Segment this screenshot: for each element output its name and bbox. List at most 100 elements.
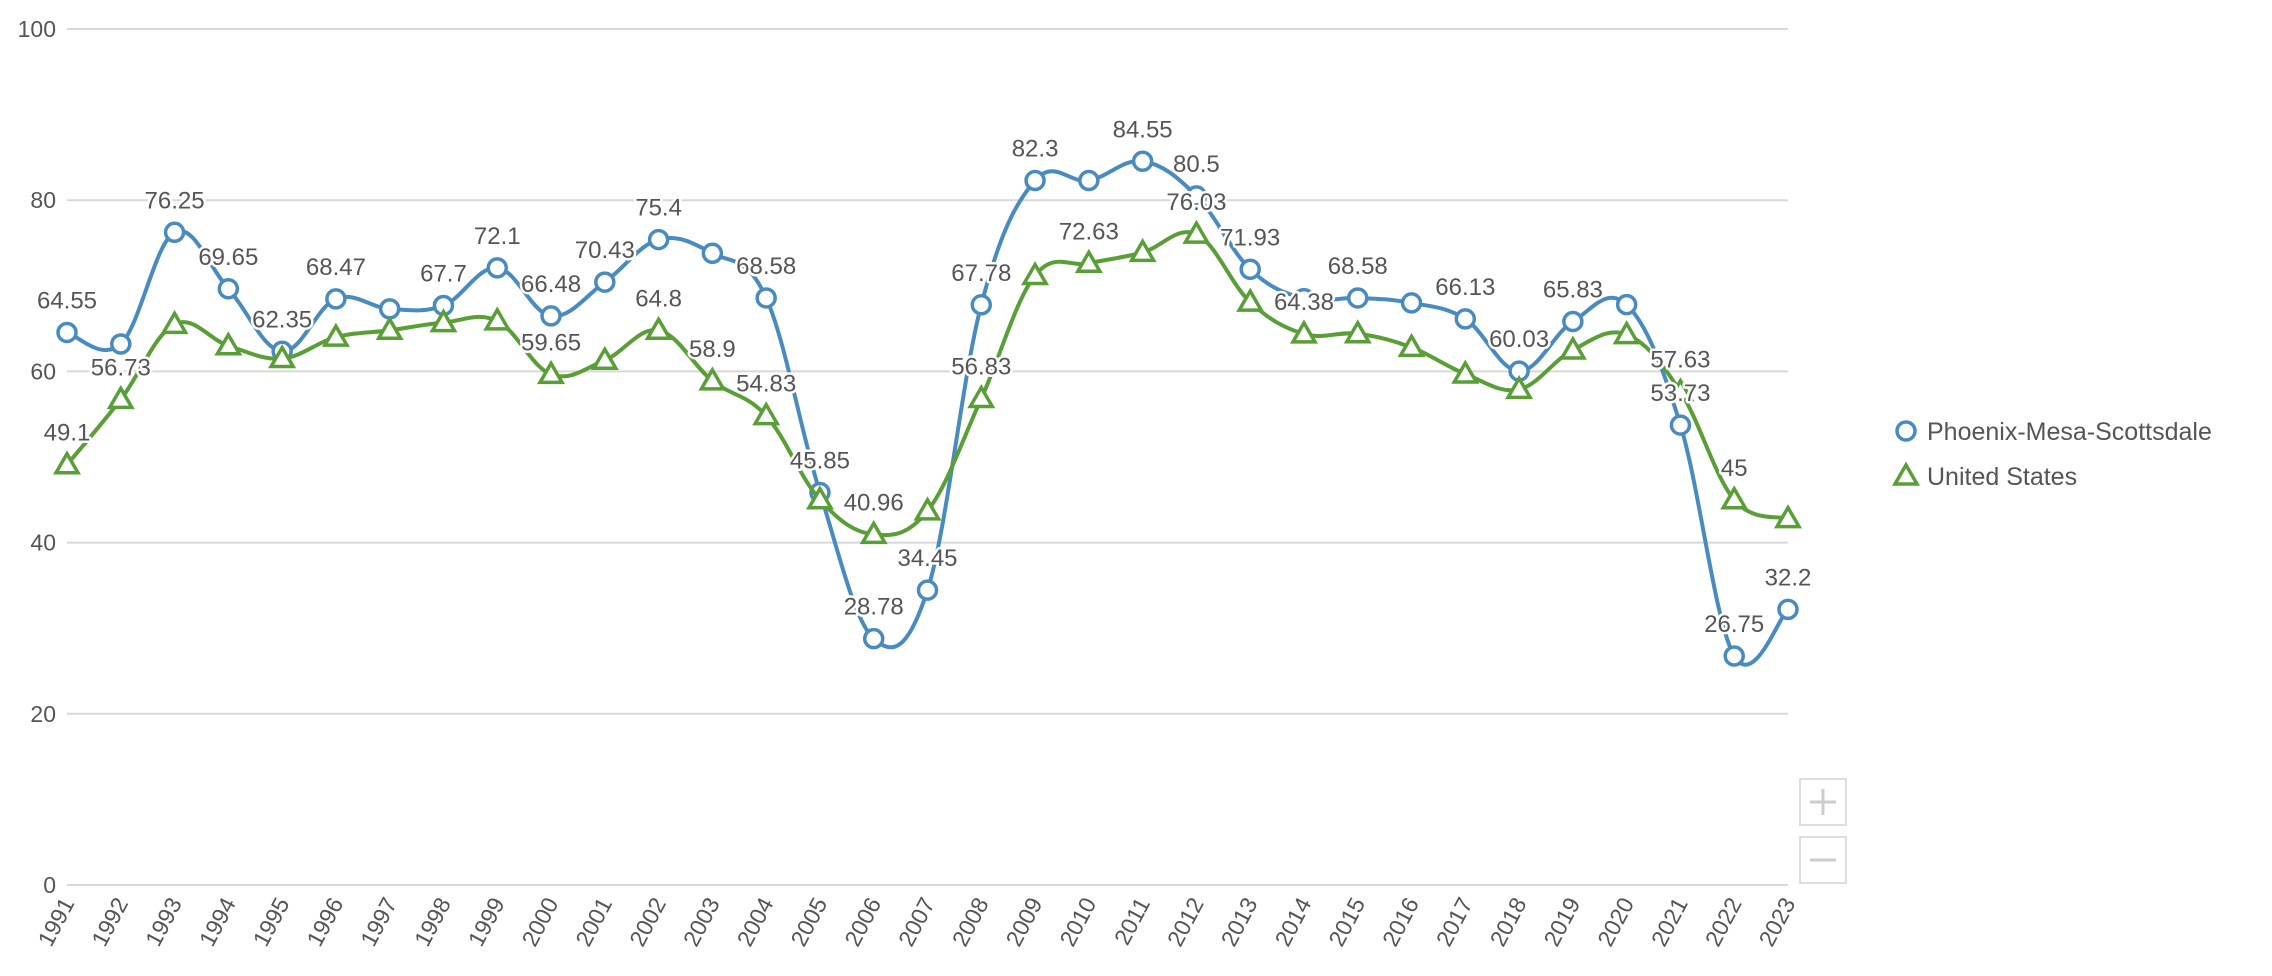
legend-item: United States bbox=[1891, 461, 2077, 491]
data-point bbox=[590, 345, 619, 371]
x-tick-label: 2006 bbox=[839, 893, 886, 950]
x-tick-label: 2011 bbox=[1109, 893, 1155, 949]
data-point bbox=[967, 384, 996, 409]
data-point bbox=[916, 579, 939, 601]
data-label: 58.9 bbox=[689, 336, 736, 363]
data-label: 40.96 bbox=[844, 489, 904, 516]
x-tick-label: 2009 bbox=[1000, 893, 1047, 950]
data-point bbox=[1400, 292, 1423, 314]
legend-label: United States bbox=[1927, 463, 2077, 491]
x-tick-label: 2023 bbox=[1753, 893, 1800, 950]
series bbox=[52, 219, 1803, 545]
data-label: 67.78 bbox=[951, 260, 1011, 287]
data-point bbox=[859, 519, 888, 545]
data-label: 56.73 bbox=[91, 354, 151, 381]
data-point bbox=[644, 315, 673, 341]
data-label: 82.3 bbox=[1012, 136, 1059, 163]
x-tick-label: 1993 bbox=[140, 893, 187, 950]
data-point bbox=[1451, 359, 1480, 384]
x-tick-label: 2022 bbox=[1700, 893, 1747, 950]
x-tick-label: 2010 bbox=[1054, 893, 1101, 950]
data-label: 76.25 bbox=[145, 187, 205, 214]
data-label: 64.38 bbox=[1274, 289, 1334, 316]
data-label: 72.63 bbox=[1059, 218, 1119, 245]
data-label: 69.65 bbox=[198, 244, 258, 271]
data-point bbox=[1669, 414, 1692, 436]
data-point bbox=[1182, 219, 1211, 244]
data-label: 60.03 bbox=[1489, 326, 1549, 353]
data-point bbox=[1024, 169, 1046, 192]
zoom-in-button[interactable] bbox=[1799, 778, 1847, 826]
data-label: 75.4 bbox=[635, 195, 682, 222]
x-tick-label: 2014 bbox=[1269, 893, 1316, 951]
x-tick-label: 2021 bbox=[1646, 893, 1693, 950]
x-tick-label: 1998 bbox=[409, 893, 456, 950]
data-point bbox=[1397, 332, 1426, 358]
data-point bbox=[970, 294, 993, 316]
line bbox=[66, 159, 1790, 667]
zoom-out-button[interactable] bbox=[1799, 836, 1847, 884]
data-label: 68.58 bbox=[1328, 253, 1388, 280]
data-label: 45.85 bbox=[790, 448, 850, 475]
data-point bbox=[52, 450, 82, 475]
data-point bbox=[755, 287, 777, 309]
data-point bbox=[160, 309, 189, 335]
data-point bbox=[268, 344, 297, 369]
data-point bbox=[1562, 310, 1584, 333]
data-label: 70.43 bbox=[575, 237, 635, 264]
data-point bbox=[1895, 420, 1917, 442]
data-label: 66.48 bbox=[521, 271, 581, 298]
x-tick-label: 2016 bbox=[1377, 893, 1424, 950]
x-tick-label: 2005 bbox=[785, 893, 832, 950]
data-point bbox=[1666, 377, 1695, 402]
data-label: 32.2 bbox=[1765, 564, 1812, 591]
data-label: 66.13 bbox=[1435, 274, 1495, 301]
data-point bbox=[1236, 287, 1265, 312]
x-tick-label: 1999 bbox=[463, 893, 510, 950]
data-label: 64.55 bbox=[37, 287, 97, 314]
data-label: 26.75 bbox=[1704, 611, 1764, 638]
data-point bbox=[594, 271, 616, 293]
y-tick-label: 40 bbox=[30, 530, 56, 556]
data-label: 54.83 bbox=[736, 371, 796, 398]
x-tick-label: 2008 bbox=[947, 893, 994, 950]
data-point bbox=[1720, 485, 1749, 510]
x-tick-label: 2000 bbox=[516, 893, 563, 950]
data-label: 84.55 bbox=[1113, 116, 1173, 143]
data-label: 53.73 bbox=[1650, 380, 1710, 407]
data-point bbox=[1558, 335, 1587, 360]
data-point bbox=[1615, 293, 1638, 316]
data-label: 45 bbox=[1721, 455, 1748, 482]
y-tick-label: 20 bbox=[30, 701, 56, 727]
data-point bbox=[1773, 504, 1803, 529]
x-tick-label: 2001 bbox=[570, 893, 617, 950]
data-label: 68.47 bbox=[306, 254, 366, 281]
series bbox=[56, 150, 1799, 667]
data-point bbox=[486, 257, 508, 279]
y-tick-label: 100 bbox=[18, 16, 56, 42]
data-point bbox=[214, 331, 243, 356]
x-tick-label: 2012 bbox=[1162, 893, 1209, 950]
data-point bbox=[1078, 169, 1100, 192]
data-label: 28.78 bbox=[844, 594, 904, 621]
x-tick-label: 2017 bbox=[1431, 893, 1478, 950]
x-tick-label: 2004 bbox=[732, 893, 779, 951]
data-label: 34.45 bbox=[897, 545, 957, 572]
data-point bbox=[1128, 237, 1157, 263]
data-point bbox=[1343, 319, 1372, 344]
data-point bbox=[1454, 308, 1477, 330]
data-label: 68.58 bbox=[736, 253, 796, 280]
data-label: 64.8 bbox=[635, 285, 682, 312]
data-point bbox=[540, 305, 562, 327]
data-point bbox=[1777, 598, 1799, 621]
x-tick-label: 2020 bbox=[1592, 893, 1639, 950]
data-point bbox=[106, 384, 135, 410]
x-tick-label: 2013 bbox=[1216, 893, 1263, 950]
x-tick-label: 1991 bbox=[32, 893, 79, 950]
data-label: 65.83 bbox=[1543, 276, 1603, 303]
x-tick-label: 2003 bbox=[678, 893, 725, 950]
y-tick-label: 0 bbox=[43, 872, 56, 898]
data-point bbox=[1612, 320, 1641, 345]
data-label: 67.7 bbox=[420, 260, 467, 287]
